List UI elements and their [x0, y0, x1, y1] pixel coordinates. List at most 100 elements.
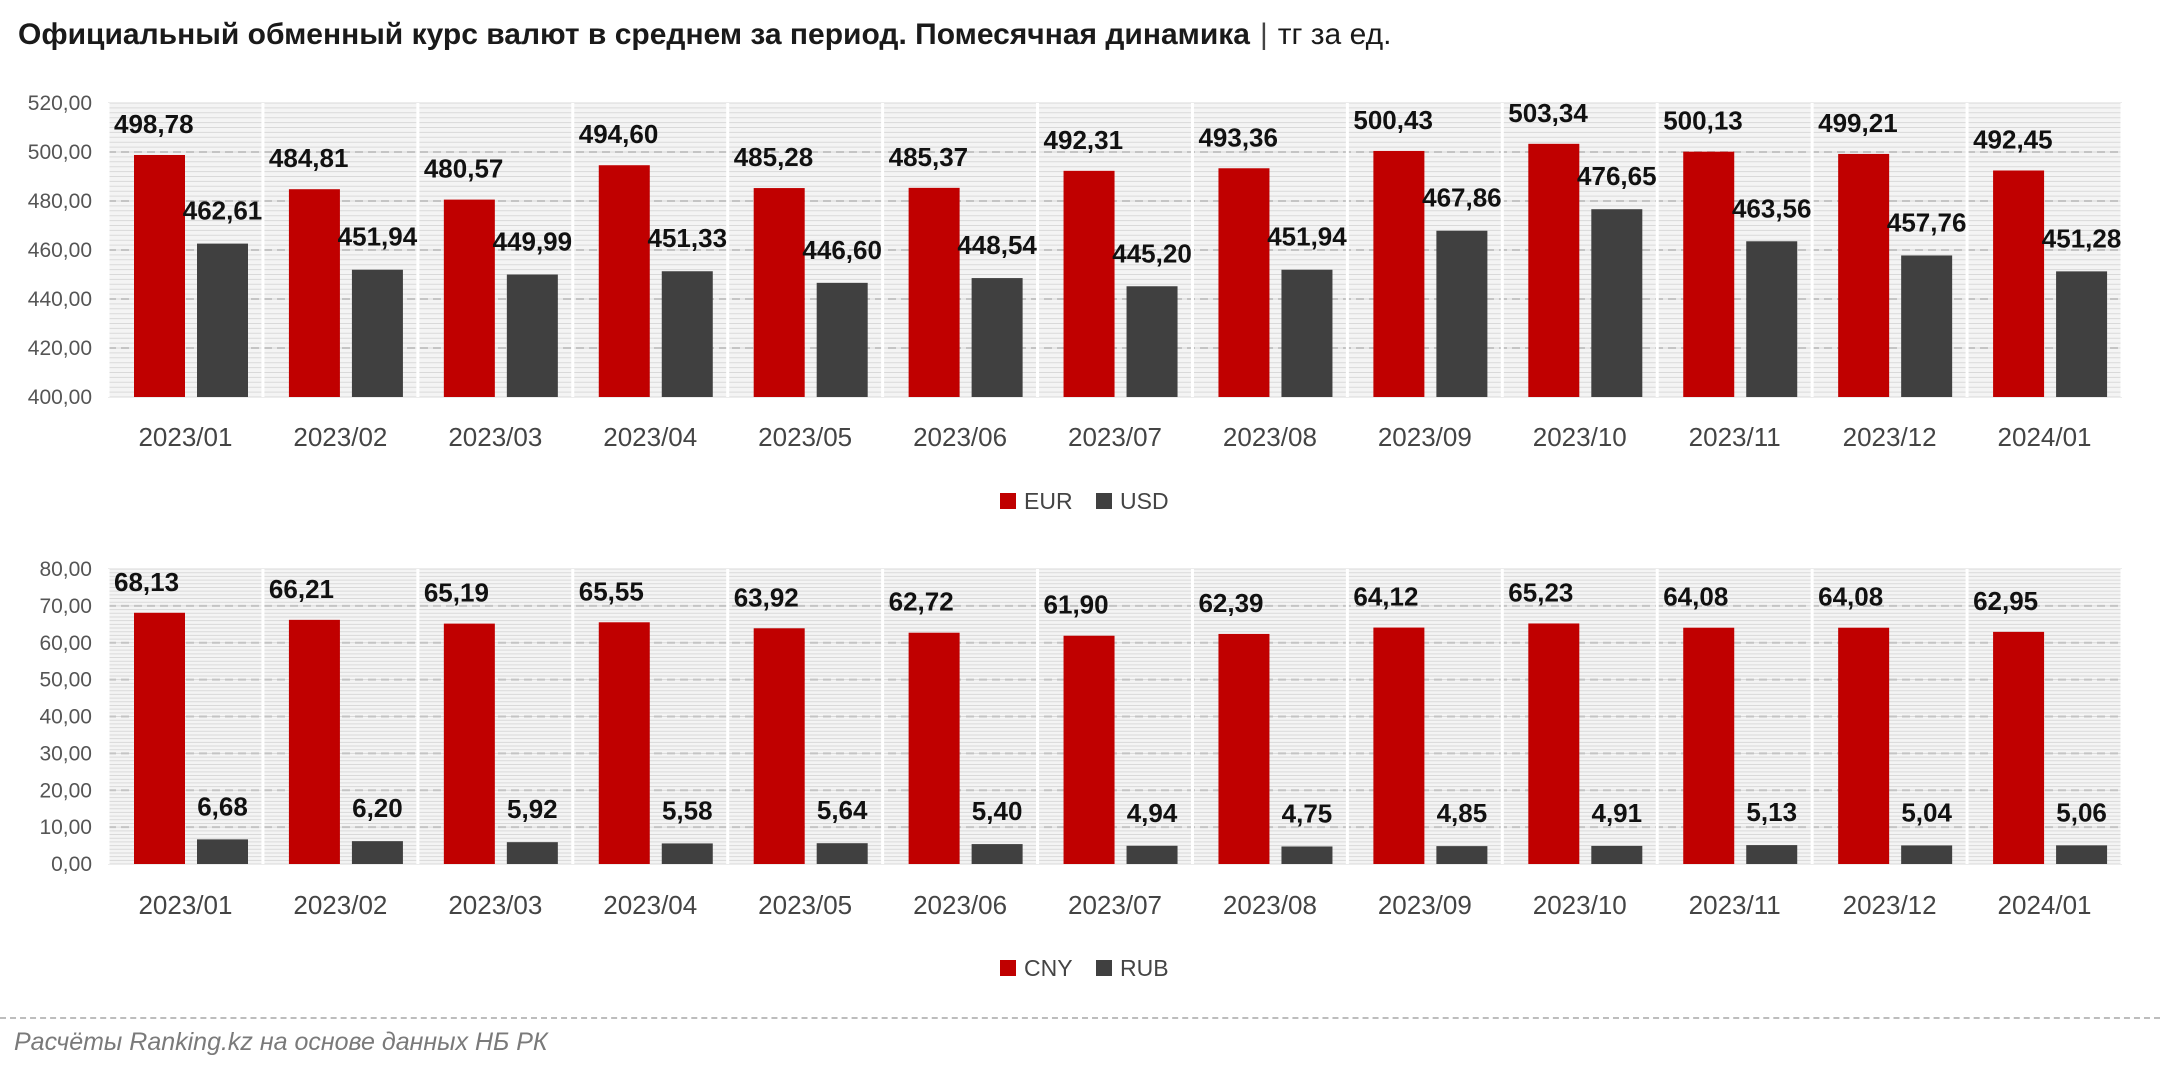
bar-eur [1838, 153, 1890, 397]
bar-cny [1683, 627, 1735, 864]
data-label-cny: 62,95 [1973, 586, 2038, 616]
data-label-usd: 446,60 [802, 235, 882, 265]
bar-usd [816, 282, 868, 397]
legend-label-usd: USD [1120, 488, 1169, 514]
data-label-rub: 4,75 [1282, 798, 1333, 828]
bar-eur [908, 187, 960, 397]
x-tick-label: 2023/03 [448, 890, 542, 920]
data-label-rub: 5,40 [972, 796, 1023, 826]
bar-rub [197, 839, 248, 864]
data-label-rub: 6,68 [197, 791, 248, 821]
data-label-usd: 476,65 [1577, 161, 1657, 191]
y-tick-label: 20,00 [39, 779, 92, 802]
x-tick-label: 2024/01 [1998, 890, 2092, 920]
bar-cny [1838, 627, 1890, 864]
y-tick-label: 420,00 [28, 337, 92, 360]
data-label-rub: 4,91 [1592, 798, 1643, 828]
bar-eur [753, 188, 805, 397]
bar-usd [1746, 241, 1798, 397]
data-label-cny: 65,19 [424, 578, 489, 608]
x-tick-label: 2023/09 [1378, 890, 1472, 920]
legend-swatch-eur [1000, 493, 1016, 509]
x-tick-label: 2023/07 [1068, 890, 1162, 920]
x-tick-label: 2023/09 [1378, 422, 1472, 452]
bar-rub [2056, 845, 2108, 864]
legend-label-cny: CNY [1024, 955, 1073, 981]
data-label-cny: 61,90 [1044, 590, 1109, 620]
bar-usd [2056, 271, 2108, 397]
y-tick-label: 60,00 [39, 632, 92, 655]
bar-usd [506, 274, 558, 397]
y-tick-label: 500,00 [28, 141, 92, 164]
legend: CNY RUB [1000, 955, 1169, 981]
bar-eur [443, 199, 495, 397]
x-tick-label: 2023/06 [913, 890, 1007, 920]
x-tick-label: 2023/05 [758, 422, 852, 452]
bar-eur [288, 189, 340, 397]
x-tick-label: 2023/02 [293, 890, 387, 920]
data-label-cny: 68,13 [114, 567, 179, 597]
bar-usd [197, 243, 248, 397]
y-tick-label: 50,00 [39, 669, 92, 692]
bar-rub [1746, 845, 1798, 864]
x-tick-label: 2023/06 [913, 422, 1007, 452]
y-tick-label: 80,00 [39, 558, 92, 581]
data-label-usd: 445,20 [1112, 238, 1192, 268]
x-tick-label: 2023/12 [1843, 890, 1937, 920]
x-tick-label: 2024/01 [1998, 422, 2092, 452]
x-tick-label: 2023/11 [1689, 422, 1781, 452]
data-label-usd: 449,99 [493, 227, 573, 257]
bar-eur [598, 165, 650, 397]
bar-rub [1126, 845, 1178, 864]
page-title: Официальный обменный курс валют в средне… [18, 18, 1391, 52]
bar-eur [1683, 151, 1735, 397]
title-main: Официальный обменный курс валют в средне… [18, 18, 1250, 51]
data-label-eur: 485,37 [889, 142, 969, 172]
data-label-rub: 5,13 [1746, 797, 1797, 827]
bar-usd [1901, 255, 1953, 397]
data-label-cny: 62,39 [1198, 588, 1263, 618]
legend: EUR USD [1000, 488, 1169, 514]
x-tick-label: 2023/07 [1068, 422, 1162, 452]
bar-usd [661, 271, 713, 397]
data-label-usd: 467,86 [1422, 183, 1502, 213]
data-label-usd: 451,94 [338, 222, 418, 252]
x-tick-label: 2023/08 [1223, 890, 1317, 920]
bar-cny [1063, 635, 1115, 864]
cny-rub-bar-chart: 0,00 10,00 20,00 30,00 40,00 50,00 60,00 70,00 8… [39, 558, 2124, 981]
data-label-rub: 5,92 [507, 794, 558, 824]
legend-swatch-cny [1000, 960, 1016, 976]
data-label-usd: 463,56 [1732, 193, 1812, 223]
data-label-eur: 498,78 [114, 109, 194, 139]
data-label-eur: 485,28 [734, 142, 814, 172]
bar-rub [1281, 846, 1333, 864]
data-label-cny: 63,92 [734, 582, 799, 612]
bar-cny [598, 622, 650, 864]
y-tick-label: 480,00 [28, 190, 92, 213]
bar-cny [908, 632, 960, 864]
footer-divider [0, 1017, 2160, 1019]
legend-label-eur: EUR [1024, 488, 1073, 514]
bar-eur [1528, 143, 1580, 397]
bar-usd [1126, 286, 1178, 397]
data-label-rub: 6,20 [352, 793, 403, 823]
bar-cny [443, 623, 495, 864]
x-tick-label: 2023/02 [293, 422, 387, 452]
x-tick-label: 2023/05 [758, 890, 852, 920]
data-label-usd: 462,61 [183, 196, 263, 226]
bar-cny [1373, 627, 1425, 864]
data-label-usd: 457,76 [1887, 207, 1967, 237]
x-tick-label: 2023/12 [1843, 422, 1937, 452]
bar-rub [816, 843, 868, 864]
title-unit: тг за ед. [1277, 18, 1392, 51]
data-label-cny: 64,08 [1818, 582, 1883, 612]
legend-label-rub: RUB [1120, 955, 1169, 981]
data-label-usd: 451,94 [1267, 222, 1347, 252]
bar-usd [351, 269, 403, 397]
y-tick-label: 70,00 [39, 595, 92, 618]
bar-cny [753, 628, 805, 864]
bar-rub [506, 842, 558, 864]
bar-eur [1993, 170, 2045, 397]
data-label-cny: 66,21 [269, 574, 334, 604]
x-tick-label: 2023/01 [138, 890, 232, 920]
